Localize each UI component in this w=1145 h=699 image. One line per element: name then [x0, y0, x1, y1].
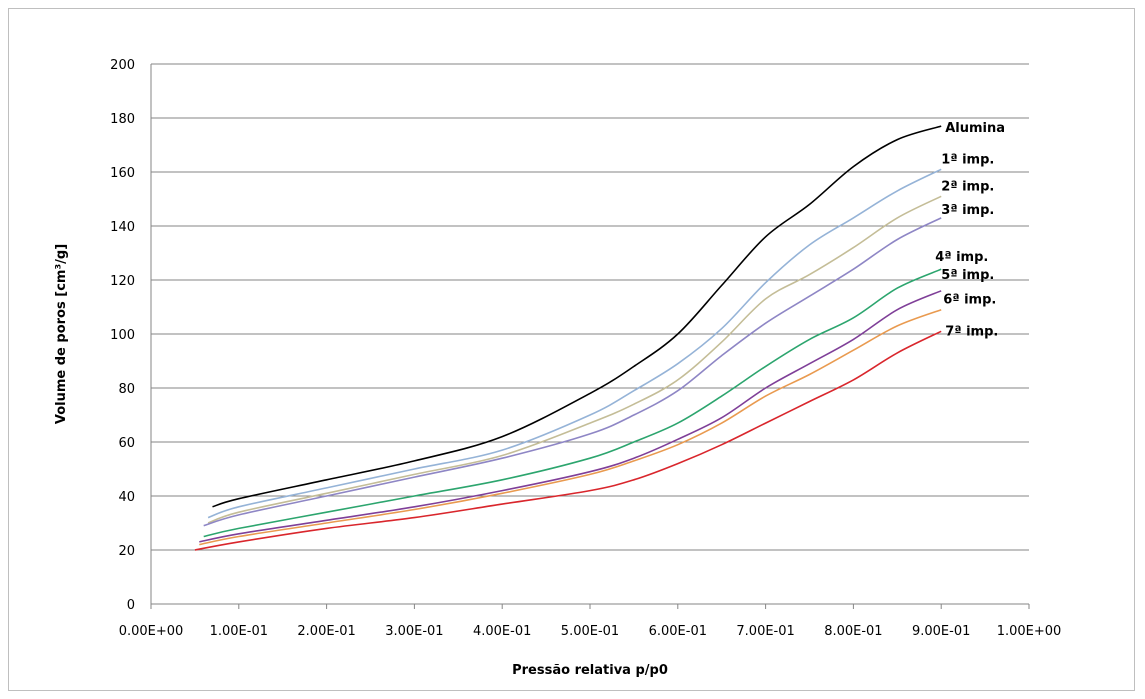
- y-tick-label: 0: [127, 598, 135, 613]
- series-label: 3ª imp.: [941, 203, 994, 218]
- gridlines: [151, 63, 1029, 605]
- chart-frame: 0 20 40 60 80 100 120 140 160 180 200 0.00E+00 1.00…: [8, 8, 1135, 691]
- y-tick-label: 40: [118, 490, 135, 505]
- y-tick-label: 100: [110, 328, 135, 343]
- x-axis-title: Pressão relativa p/p0: [512, 663, 668, 678]
- series-lines: [194, 125, 942, 551]
- y-tick-label: 200: [110, 58, 135, 73]
- y-tick-label: 160: [110, 166, 135, 181]
- x-tick-label: 1.00E-01: [210, 624, 268, 639]
- x-tick-label: 8.00E-01: [824, 624, 882, 639]
- series-label: 6ª imp.: [943, 293, 996, 308]
- series-label: 2ª imp.: [941, 179, 994, 194]
- x-tick-label: 4.00E-01: [473, 624, 531, 639]
- series-line-3: [203, 217, 942, 527]
- series-label: Alumina: [945, 121, 1005, 136]
- series-line-6: [199, 308, 942, 546]
- series-line-0: [212, 125, 942, 508]
- isotherm-line-chart: 0 20 40 60 80 100 120 140 160 180 200 0.00E+00 1.00…: [54, 58, 1062, 678]
- x-tick-label: 0.00E+00: [119, 624, 184, 639]
- x-tick-label: 2.00E-01: [297, 624, 355, 639]
- y-tick-labels: 0 20 40 60 80 100 120 140 160 180 200: [110, 58, 135, 613]
- y-tick-label: 60: [118, 436, 135, 451]
- y-axis-title: Volume de poros [cm³/g]: [54, 244, 69, 424]
- x-tick-labels: 0.00E+00 1.00E-01 2.00E-01 3.00E-01 4.00E-01…: [119, 624, 1062, 639]
- x-tick-label: 1.00E+00: [997, 624, 1062, 639]
- series-label: 5ª imp.: [941, 268, 994, 283]
- y-tick-label: 20: [118, 544, 135, 559]
- x-tick-label: 6.00E-01: [649, 624, 707, 639]
- series-label: 1ª imp.: [941, 152, 994, 167]
- y-tick-label: 180: [110, 112, 135, 127]
- series-line-4: [203, 268, 942, 538]
- x-tick-label: 3.00E-01: [385, 624, 443, 639]
- series-label: 7ª imp.: [945, 324, 998, 339]
- axes: [150, 64, 1030, 609]
- y-tick-label: 80: [118, 382, 135, 397]
- series-labels: Alumina 1ª imp. 2ª imp. 3ª imp. 4ª imp. 5ª im…: [935, 121, 1005, 339]
- series-label: 4ª imp.: [935, 250, 988, 265]
- y-tick-label: 120: [110, 274, 135, 289]
- series-line-2: [207, 195, 942, 524]
- series-line-1: [207, 168, 942, 519]
- x-tick-label: 9.00E-01: [912, 624, 970, 639]
- series-line-5: [199, 290, 942, 543]
- series-line-7: [194, 330, 942, 551]
- y-tick-label: 140: [110, 220, 135, 235]
- x-tick-label: 5.00E-01: [561, 624, 619, 639]
- x-tick-label: 7.00E-01: [736, 624, 794, 639]
